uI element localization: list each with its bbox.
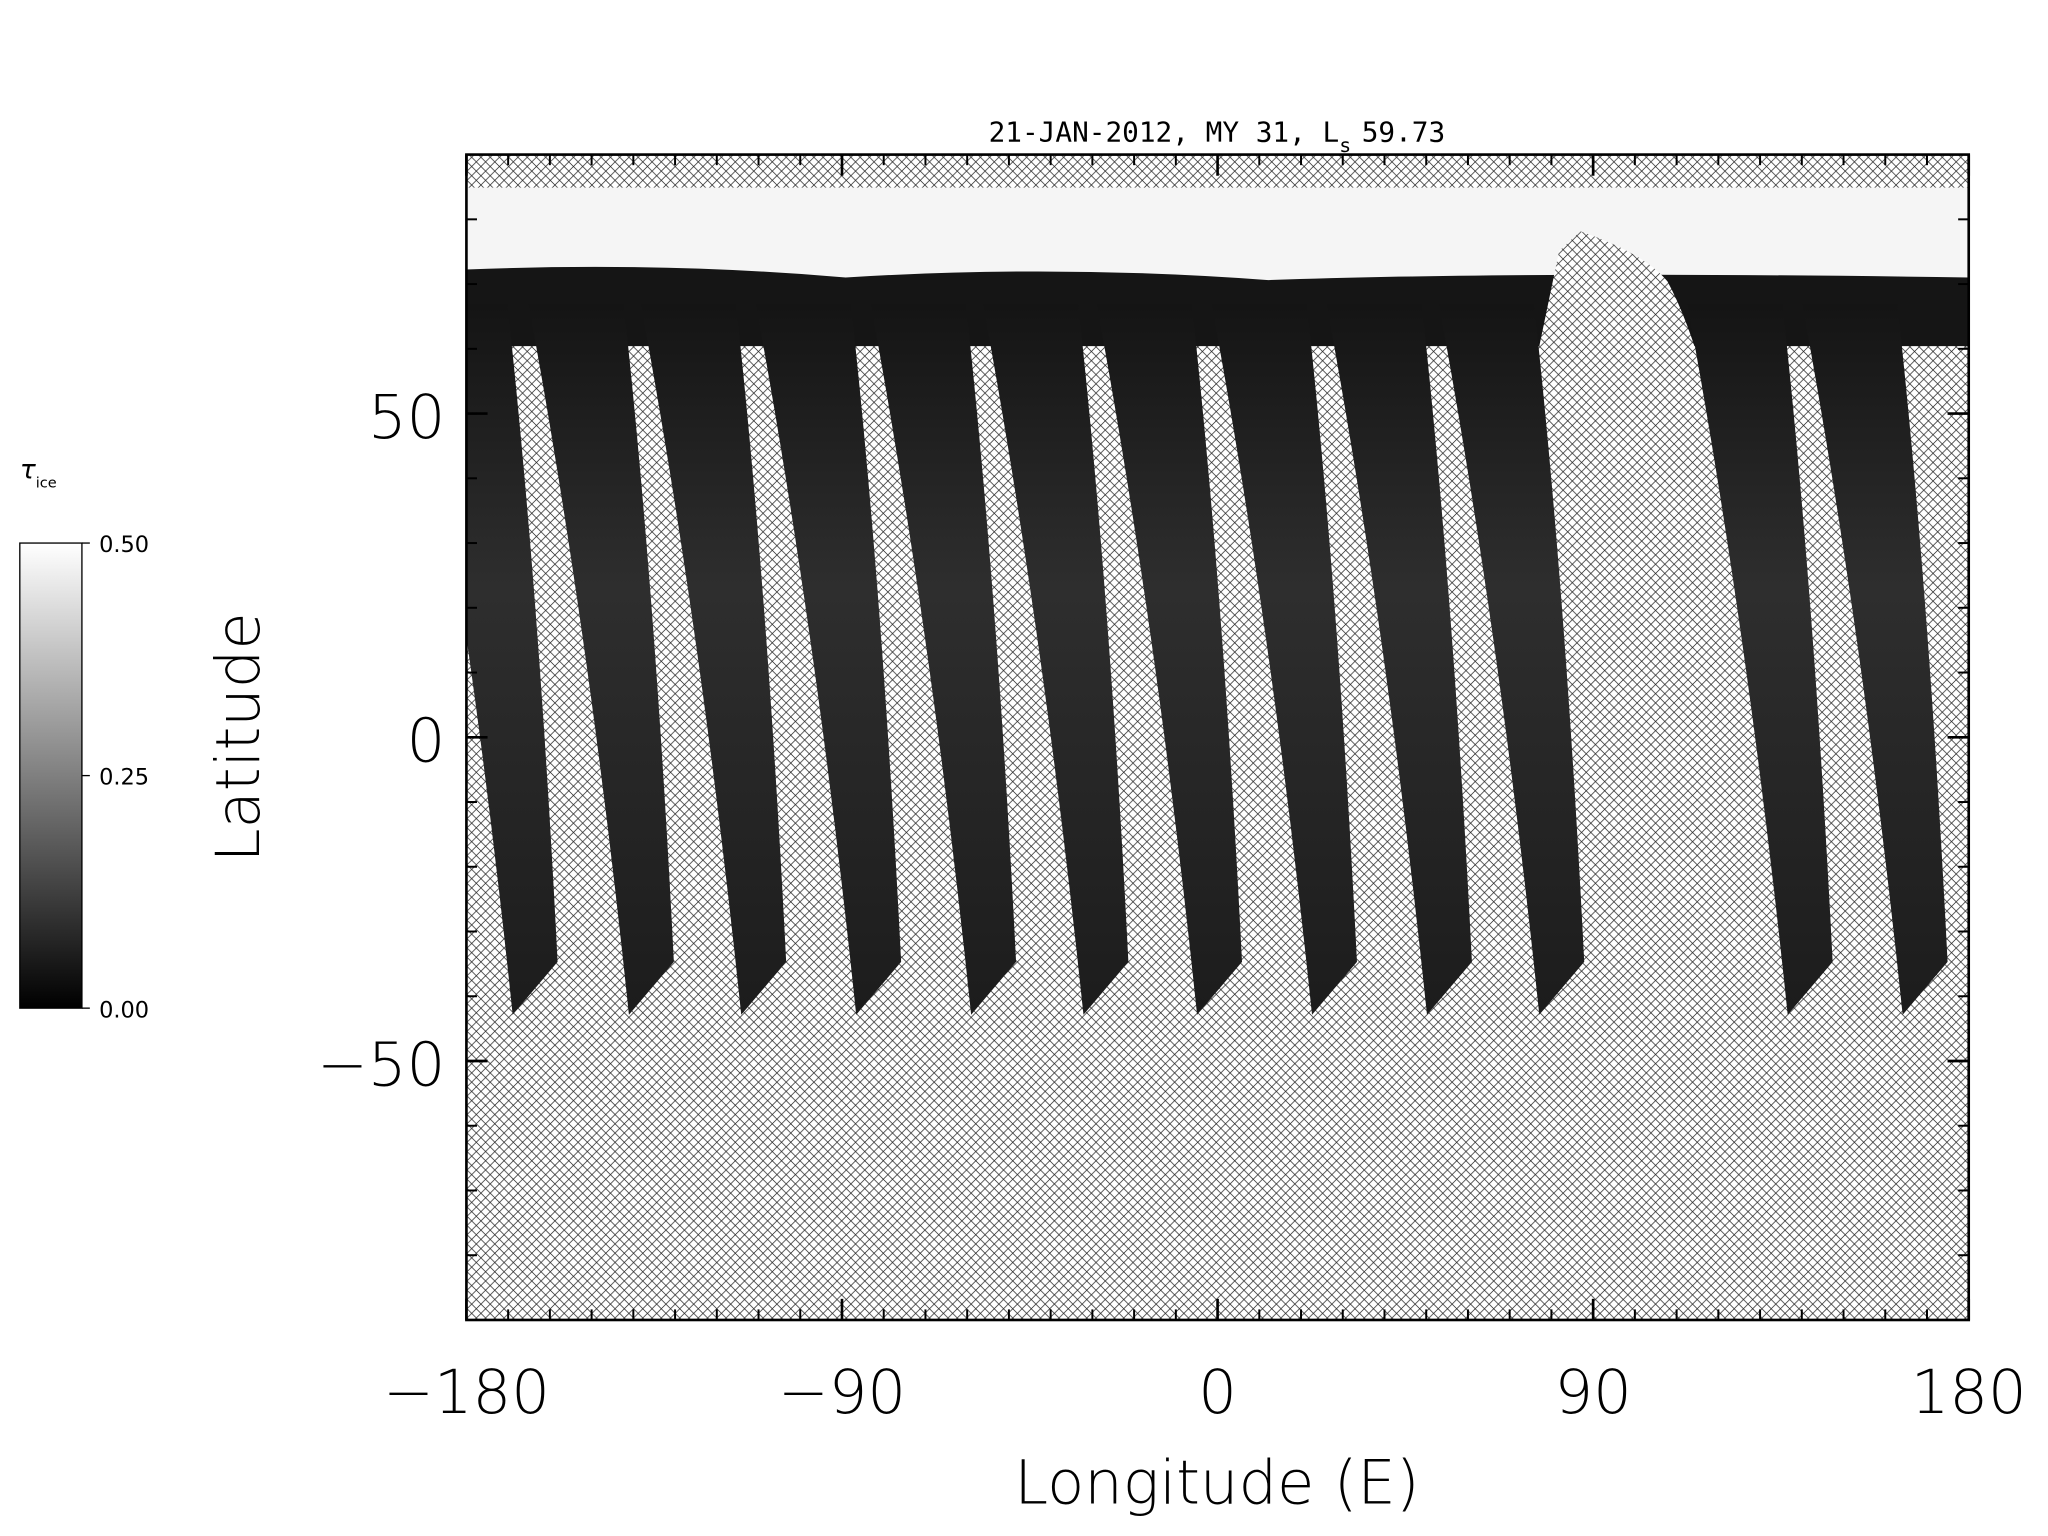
swath <box>870 303 1017 1015</box>
x-tick-label: 0 <box>1198 1358 1237 1428</box>
swath <box>983 303 1129 1015</box>
polar-cap <box>466 187 1969 283</box>
swath <box>1211 303 1357 1015</box>
swath <box>1438 303 1585 1015</box>
colorbar-subscript: ice <box>36 476 57 492</box>
swath <box>528 303 674 1015</box>
swath <box>1687 303 1833 1015</box>
swath <box>466 303 558 1015</box>
colorbar <box>19 542 83 1009</box>
swath <box>755 303 902 1015</box>
map-area <box>466 154 1969 1320</box>
y-tick-label: −50 <box>317 1030 445 1100</box>
chart-title: 21-JAN-2012, MY 31, Ls 59.73 <box>989 115 1446 157</box>
x-axis-title: Longitude (E) <box>1014 1449 1419 1519</box>
title-subscript: s <box>1339 134 1351 157</box>
y-axis-title: Latitude <box>204 612 274 862</box>
x-tick-label: −90 <box>778 1358 906 1428</box>
x-tick-label: 90 <box>1554 1358 1631 1428</box>
swath <box>1326 303 1472 1015</box>
x-tick-label: −180 <box>383 1358 550 1428</box>
title-main: 21-JAN-2012, MY 31, L <box>989 115 1340 148</box>
swath <box>1802 303 1948 1015</box>
title-value: 59.73 <box>1362 115 1446 148</box>
swath <box>1096 303 1243 1015</box>
y-tick-label: 50 <box>368 383 445 453</box>
no-data-dome <box>1539 231 1788 1011</box>
colorbar-tick-label: 0.25 <box>99 765 149 791</box>
y-tick-label: 0 <box>407 707 446 777</box>
x-tick-label: 180 <box>1911 1358 2027 1428</box>
colorbar-tick-label: 0.50 <box>99 532 149 558</box>
colorbar-symbol: τ <box>20 454 37 485</box>
colorbar-tick-label: 0.00 <box>99 997 149 1023</box>
colorbar-title: τice <box>20 454 57 491</box>
swath <box>640 303 787 1015</box>
